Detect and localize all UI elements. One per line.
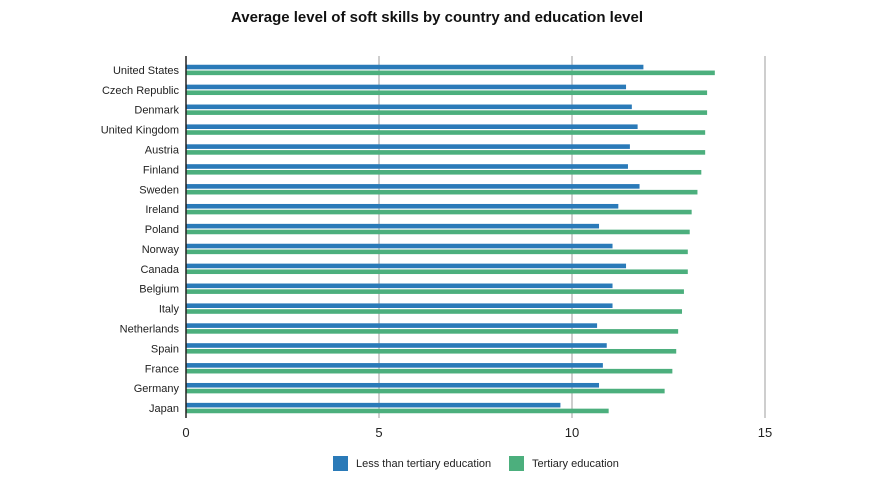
bar-tertiary <box>186 289 684 294</box>
bar-tertiary <box>186 150 706 155</box>
category-label: Austria <box>145 145 180 157</box>
bar-less-than-tertiary <box>186 402 561 408</box>
bar-less-than-tertiary <box>186 84 627 90</box>
bar-tertiary <box>186 388 665 394</box>
category-label: Japan <box>149 403 179 415</box>
bar-tertiary <box>186 269 688 275</box>
bar-tertiary <box>186 130 706 135</box>
bar-less-than-tertiary <box>186 363 603 368</box>
chart-title: Average level of soft skills by country … <box>230 9 644 26</box>
bar-tertiary <box>186 209 692 215</box>
category-label: Poland <box>145 224 179 236</box>
x-tick-label: 5 <box>375 425 382 440</box>
category-label: Sweden <box>139 184 179 196</box>
bar-less-than-tertiary <box>186 323 598 328</box>
category-label: Netherlands <box>120 324 180 336</box>
x-tick-label: 0 <box>182 425 189 440</box>
x-tick-label: 15 <box>758 425 772 440</box>
category-label: Norway <box>142 244 180 256</box>
category-label: Spain <box>151 343 179 355</box>
bar-less-than-tertiary <box>186 64 644 70</box>
bar-less-than-tertiary <box>186 303 613 309</box>
category-label: Denmark <box>134 105 179 117</box>
bar-less-than-tertiary <box>186 243 613 249</box>
category-label: Belgium <box>139 284 179 296</box>
category-label: Germany <box>134 383 180 395</box>
bar-less-than-tertiary <box>186 223 600 229</box>
bar-tertiary <box>186 408 609 414</box>
category-label: United States <box>113 65 180 77</box>
bar-tertiary <box>186 169 702 175</box>
category-label: United Kingdom <box>101 125 179 137</box>
bar-less-than-tertiary <box>186 144 630 149</box>
bar-tertiary <box>186 348 677 354</box>
legend-swatch-tertiary <box>509 456 524 471</box>
category-label: Finland <box>143 164 179 176</box>
bar-tertiary <box>186 70 715 76</box>
bar-tertiary <box>186 110 708 115</box>
bar-less-than-tertiary <box>186 203 619 209</box>
category-label: France <box>145 363 179 375</box>
bar-tertiary <box>186 309 683 314</box>
legend-label: Tertiary education <box>532 458 619 470</box>
category-label: Italy <box>159 304 180 316</box>
bar-less-than-tertiary <box>186 124 638 130</box>
bar-tertiary <box>186 368 673 374</box>
bar-tertiary <box>186 229 690 235</box>
category-label: Ireland <box>145 204 179 216</box>
bar-tertiary <box>186 329 679 334</box>
x-tick-label: 10 <box>565 425 579 440</box>
bar-tertiary <box>186 249 688 255</box>
bar-less-than-tertiary <box>186 164 628 169</box>
bar-less-than-tertiary <box>186 263 627 269</box>
bar-less-than-tertiary <box>186 382 600 388</box>
category-label: Canada <box>140 264 179 276</box>
bar-less-than-tertiary <box>186 343 607 348</box>
legend-swatch-less-than-tertiary <box>333 456 348 471</box>
bar-less-than-tertiary <box>186 104 632 110</box>
bar-tertiary <box>186 90 708 96</box>
bar-tertiary <box>186 189 698 195</box>
legend-label: Less than tertiary education <box>356 458 491 470</box>
bar-less-than-tertiary <box>186 184 640 189</box>
bar-less-than-tertiary <box>186 283 613 289</box>
category-label: Czech Republic <box>102 85 180 97</box>
